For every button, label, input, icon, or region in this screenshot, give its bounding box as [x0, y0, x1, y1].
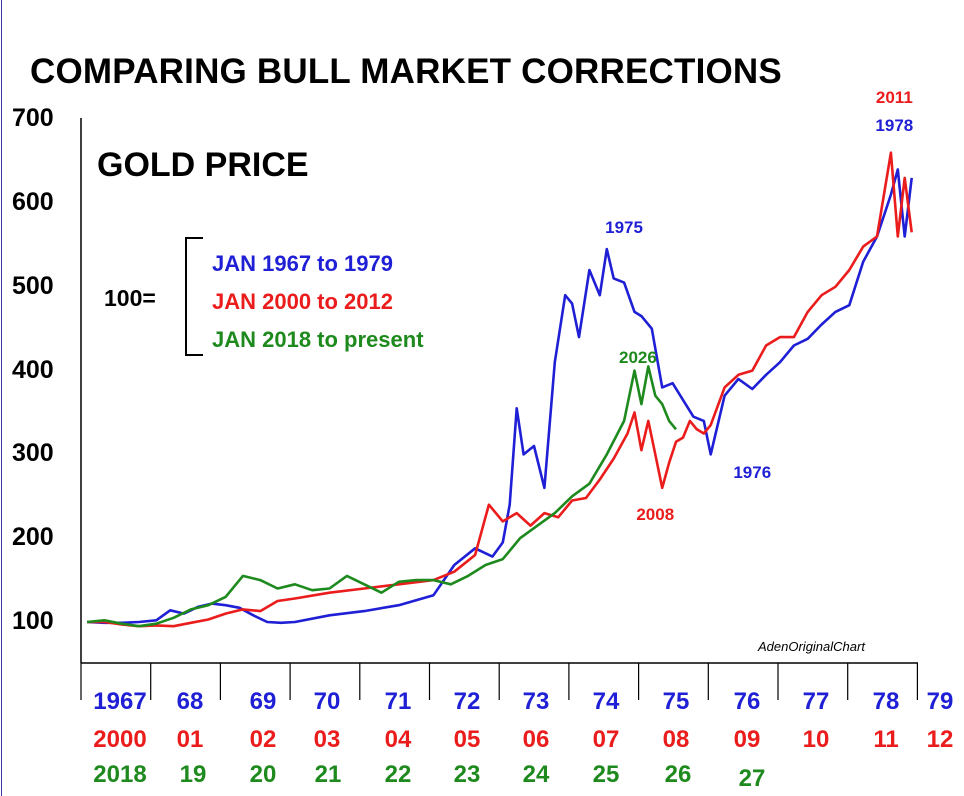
series-layer	[86, 151, 913, 628]
x-tick-label: 01	[176, 726, 204, 753]
x-tick-label: 72	[453, 688, 481, 715]
x-tick-label: 1967	[93, 688, 147, 715]
x-tick-label: 19	[179, 761, 207, 788]
legend-entry-2018: JAN 2018 to present	[212, 327, 424, 352]
x-tick-label: 11	[873, 726, 899, 753]
x-tick-label: 07	[592, 726, 620, 753]
y-tick-label: 100	[12, 607, 54, 635]
chart-subtitle: GOLD PRICE	[97, 146, 309, 184]
y-tick-label: 700	[12, 104, 54, 133]
y-tick-label: 300	[12, 439, 54, 468]
x-tick-label: 10	[802, 726, 830, 753]
x-tick-label: 68	[176, 688, 204, 715]
x-tick-label: 08	[662, 726, 690, 753]
annotation-label: 2026	[619, 348, 657, 368]
base-label: 100=	[104, 285, 156, 311]
x-tick-label: 02	[249, 726, 277, 753]
x-tick-marks	[80, 663, 919, 700]
x-tick-label: 27	[738, 765, 766, 792]
x-tick-label: 12	[926, 726, 954, 753]
x-tick-label: 06	[522, 726, 550, 753]
x-tick-label: 2000	[93, 726, 147, 753]
series-line-0	[86, 168, 913, 625]
x-tick-label: 78	[872, 688, 900, 715]
x-tick-label: 22	[384, 761, 412, 788]
annotation-label: 2011	[875, 88, 913, 108]
chart-title: COMPARING BULL MARKET CORRECTIONS	[30, 52, 782, 91]
annotation-label: 1975	[605, 218, 643, 238]
x-tick-label: 03	[313, 726, 341, 753]
legend-entry-1967: JAN 1967 to 1979	[212, 251, 393, 276]
x-tick-label: 73	[522, 688, 550, 715]
y-tick-label: 200	[12, 523, 54, 552]
left-frame-line	[1, 0, 2, 796]
x-tick-label: 77	[802, 688, 830, 715]
x-tick-label: 75	[662, 688, 690, 715]
series-line-2	[86, 365, 678, 628]
x-tick-label: 24	[522, 761, 550, 788]
x-tick-label: 26	[664, 761, 692, 788]
annotation-label: 1976	[733, 462, 772, 482]
x-tick-label: 21	[314, 761, 342, 788]
x-tick-label: 79	[926, 688, 954, 715]
chart-credit: AdenOriginalChart	[758, 639, 865, 654]
x-tick-label: 20	[249, 761, 277, 788]
x-tick-label: 76	[733, 688, 761, 715]
x-tick-label: 23	[453, 761, 481, 788]
x-tick-label: 69	[249, 688, 277, 715]
x-tick-label: 09	[733, 726, 761, 753]
x-tick-label: 70	[313, 688, 341, 715]
legend-entry-2000: JAN 2000 to 2012	[212, 289, 393, 314]
y-tick-label: 600	[12, 188, 54, 216]
x-tick-label: 71	[384, 688, 412, 715]
x-tick-label: 2018	[93, 761, 147, 788]
x-tick-label: 04	[384, 726, 412, 753]
y-tick-label: 400	[12, 355, 54, 384]
series-line-1	[87, 151, 913, 628]
x-tick-label: 05	[453, 726, 481, 753]
x-tick-label: 25	[592, 761, 620, 788]
legend-bracket	[185, 237, 203, 356]
y-tick-label: 500	[12, 271, 54, 300]
annotation-label: 2008	[636, 504, 675, 524]
annotation-label: 1978	[875, 115, 914, 135]
x-tick-label: 74	[592, 688, 620, 715]
